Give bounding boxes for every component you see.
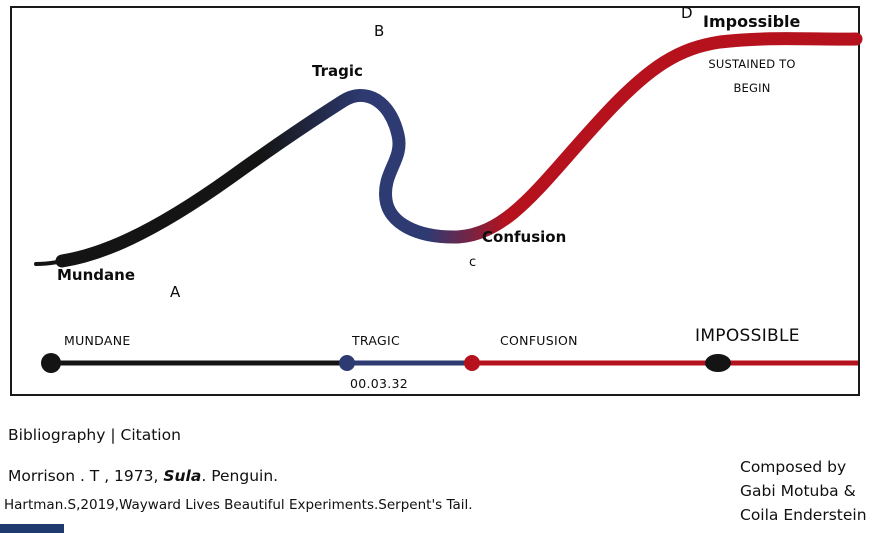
sustained-to-begin-note: SUSTAINED TO BEGIN — [694, 52, 810, 100]
timeline-label-mundane: MUNDANE — [64, 333, 131, 348]
composed-by-line-2: Gabi Motuba & — [740, 482, 856, 501]
curve-label-mundane: Mundane — [57, 266, 135, 284]
composed-by-line-1: Composed by — [740, 458, 847, 476]
curve-label-tragic: Tragic — [312, 62, 363, 80]
composed-by-block: Composed by Gabi Motuba & Coila Enderste… — [740, 455, 867, 527]
composed-by-line-3: Coila Enderstein — [740, 506, 867, 525]
citation-morrison-title: Sula — [163, 467, 202, 485]
sustained-line-2: BEGIN — [733, 81, 771, 96]
timeline-label-tragic: TRAGIC — [352, 333, 401, 348]
curve-label-impossible: Impossible — [703, 12, 801, 31]
timeline-label-impossible: IMPOSSIBLE — [695, 326, 800, 346]
marker-d: D — [681, 4, 693, 22]
timeline-timestamp: 00.03.32 — [350, 376, 409, 391]
citation-morrison-prefix: Morrison . T , 1973, — [8, 467, 164, 485]
curve-label-confusion: Confusion — [482, 228, 567, 246]
citation-morrison: Morrison . T , 1973, Sula. Penguin. — [8, 467, 278, 485]
page-edge-bar — [0, 524, 64, 533]
marker-b: B — [374, 22, 385, 40]
citation-hartman: Hartman.S,2019,Wayward Lives Beautiful E… — [4, 497, 473, 513]
citation-morrison-suffix: . Penguin. — [201, 467, 279, 485]
timeline-label-confusion: CONFUSION — [500, 333, 578, 348]
marker-c: c — [469, 255, 477, 270]
sustained-line-1: SUSTAINED TO — [708, 57, 796, 71]
marker-a: A — [170, 283, 181, 301]
bibliography-heading: Bibliography | Citation — [8, 426, 181, 444]
